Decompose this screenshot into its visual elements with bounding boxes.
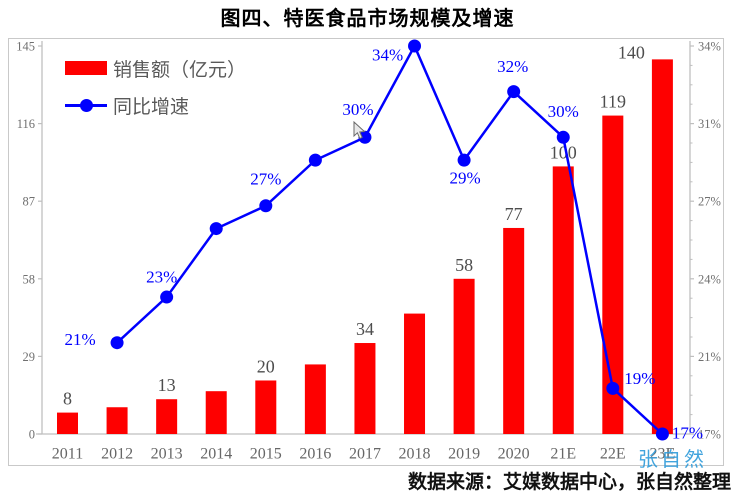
bar-value-label: 77 xyxy=(505,204,523,224)
line-point-2015 xyxy=(259,199,273,213)
y-axis-right-label: 24% xyxy=(698,272,721,286)
bar-value-label: 140 xyxy=(618,42,645,62)
bar-value-label: 8 xyxy=(63,389,72,409)
y-axis-right-label: 31% xyxy=(698,117,721,131)
legend-item-label: 同比增速 xyxy=(113,96,190,118)
growth-line xyxy=(116,43,664,435)
x-axis-label: 2020 xyxy=(498,446,530,463)
y-axis-left-label: 58 xyxy=(23,272,36,286)
legend-line-dot-icon xyxy=(80,98,93,112)
bar-value-label: 58 xyxy=(455,255,473,275)
bar-value-label: 13 xyxy=(158,375,176,395)
line-value-label: 17% xyxy=(672,424,703,443)
x-axis-label: 2012 xyxy=(101,446,133,463)
x-axis-label: 22E xyxy=(600,446,626,463)
plot: 0 29 58 87 116 145 17% 21% 24% 27% 31% 34% 2011 2012 2… xyxy=(16,39,721,463)
line-point-2014 xyxy=(209,222,223,236)
x-axis-label: 2015 xyxy=(250,446,282,463)
line-point-2019 xyxy=(457,153,471,167)
line-value-label: 19% xyxy=(624,369,655,388)
y-axis-left-label: 116 xyxy=(17,117,35,131)
mouse-cursor-icon xyxy=(353,121,366,140)
legend-item-sales: 销售额（亿元） xyxy=(65,55,246,81)
bar-2020 xyxy=(503,227,525,434)
x-axis-label: 2011 xyxy=(52,446,83,463)
y-axis-left-label: 0 xyxy=(29,428,35,442)
line-value-label: 21% xyxy=(64,330,95,349)
legend-item-label: 销售额（亿元） xyxy=(113,59,247,81)
line-value-label: 27% xyxy=(250,169,281,188)
bar-2014 xyxy=(205,391,227,434)
line-point-2017 xyxy=(358,130,372,144)
bar-2013 xyxy=(156,399,178,434)
y-axis-right-label: 27% xyxy=(698,195,721,209)
x-axis-label: 2017 xyxy=(349,446,381,463)
x-axis-label: 21E xyxy=(550,446,576,463)
line-value-label: 30% xyxy=(548,102,579,121)
line-point-23E xyxy=(655,427,669,441)
line-value-label: 34% xyxy=(372,46,403,65)
x-axis-label: 23E xyxy=(650,446,676,463)
line-value-label: 29% xyxy=(450,169,481,188)
legend: 销售额（亿元） 同比增速 xyxy=(65,55,246,129)
line-point-2013 xyxy=(160,290,174,304)
line-point-2012 xyxy=(110,336,124,350)
x-axis-label: 2019 xyxy=(448,446,480,463)
chart-title: 图四、特医食品市场规模及增速 xyxy=(220,8,515,30)
x-axis-label: 2013 xyxy=(151,446,183,463)
line-point-2020 xyxy=(507,85,521,99)
bar-23E xyxy=(651,59,673,435)
y-axis-left-label: 87 xyxy=(23,195,36,209)
line-point-21E xyxy=(556,130,570,144)
footer-source: 数据来源：艾媒数据中心，张自然整理 xyxy=(407,472,731,493)
line-point-22E xyxy=(606,381,620,395)
bar-22E xyxy=(602,115,624,434)
y-axis-right-label: 21% xyxy=(698,350,721,364)
y-axis-left-label: 29 xyxy=(23,350,36,364)
y-axis-right-label: 34% xyxy=(698,40,721,54)
legend-bar-swatch-icon xyxy=(65,61,107,75)
y-axis-right-label: 17% xyxy=(698,428,721,442)
bar-2019 xyxy=(453,278,475,434)
bar-2015 xyxy=(255,380,277,434)
line-value-label: 23% xyxy=(146,268,177,287)
bar-value-label: 119 xyxy=(600,92,626,112)
bar-21E xyxy=(552,166,574,434)
bar-value-label: 100 xyxy=(550,142,577,162)
y-axis-left-label: 145 xyxy=(16,40,35,54)
bar-2011 xyxy=(57,412,78,434)
x-axis-label: 2016 xyxy=(299,446,331,463)
legend-line-swatch-icon xyxy=(65,98,107,112)
legend-item-growth: 同比增速 xyxy=(65,92,246,118)
x-axis-label: 2014 xyxy=(200,446,232,463)
bar-2018 xyxy=(404,313,426,434)
bar-value-label: 34 xyxy=(356,319,374,339)
bar-2012 xyxy=(106,407,128,434)
line-point-2018 xyxy=(408,39,422,53)
bar-2016 xyxy=(304,364,326,434)
x-axis-label: 2018 xyxy=(399,446,431,463)
watermark: 张自然 xyxy=(638,449,707,471)
line-value-label: 30% xyxy=(342,100,373,119)
bar-2017 xyxy=(354,343,376,434)
line-value-label: 32% xyxy=(497,57,528,76)
plot-frame: 0 29 58 87 116 145 17% 21% 24% 27% 31% 34% 2011 2012 2… xyxy=(8,38,724,471)
line-point-2016 xyxy=(308,153,322,167)
bar-value-label: 20 xyxy=(257,356,275,376)
